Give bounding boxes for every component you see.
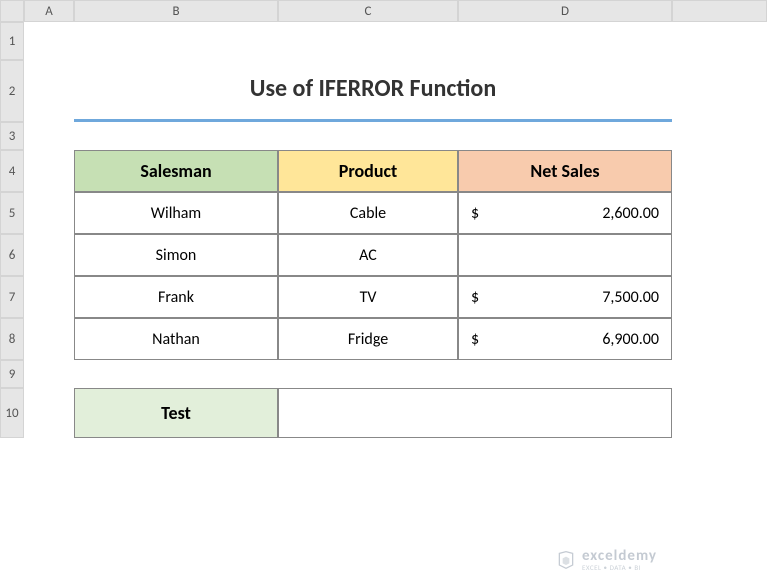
page-title[interactable]: Use of IFERROR Function: [74, 60, 672, 122]
currency-symbol: $: [471, 288, 479, 307]
cell-a4[interactable]: [24, 150, 74, 192]
cell-a8[interactable]: [24, 318, 74, 360]
cell-e7[interactable]: [672, 276, 767, 318]
row-header-7[interactable]: 7: [0, 276, 24, 318]
cell-e10[interactable]: [672, 388, 767, 438]
currency-symbol: $: [471, 330, 479, 349]
table-cell-product-2[interactable]: TV: [278, 276, 458, 318]
cell-e9[interactable]: [672, 360, 767, 388]
amount-value: 2,600.00: [602, 204, 659, 223]
cell-b3[interactable]: [74, 122, 278, 150]
table-cell-netsales-0[interactable]: $ 2,600.00: [458, 192, 672, 234]
cell-d1[interactable]: [458, 22, 672, 60]
header-salesman[interactable]: Salesman: [74, 150, 278, 192]
table-cell-netsales-1[interactable]: [458, 234, 672, 276]
cell-e6[interactable]: [672, 234, 767, 276]
table-cell-salesman-2[interactable]: Frank: [74, 276, 278, 318]
header-product[interactable]: Product: [278, 150, 458, 192]
table-cell-salesman-1[interactable]: Simon: [74, 234, 278, 276]
row-header-8[interactable]: 8: [0, 318, 24, 360]
header-netsales[interactable]: Net Sales: [458, 150, 672, 192]
cell-a3[interactable]: [24, 122, 74, 150]
cell-a9[interactable]: [24, 360, 74, 388]
watermark: exceldemy EXCEL • DATA • BI: [556, 549, 657, 571]
table-cell-product-1[interactable]: AC: [278, 234, 458, 276]
exceldemy-icon: [556, 550, 576, 570]
cell-a10[interactable]: [24, 388, 74, 438]
cell-a7[interactable]: [24, 276, 74, 318]
row-header-6[interactable]: 6: [0, 234, 24, 276]
row-header-9[interactable]: 9: [0, 360, 24, 388]
table-cell-salesman-3[interactable]: Nathan: [74, 318, 278, 360]
table-cell-netsales-3[interactable]: $ 6,900.00: [458, 318, 672, 360]
cell-e1[interactable]: [672, 22, 767, 60]
cell-e5[interactable]: [672, 192, 767, 234]
col-header-d[interactable]: D: [458, 0, 672, 22]
cell-c1[interactable]: [278, 22, 458, 60]
watermark-sub: EXCEL • DATA • BI: [582, 564, 657, 571]
col-header-a[interactable]: A: [24, 0, 74, 22]
table-cell-salesman-0[interactable]: Wilham: [74, 192, 278, 234]
cell-b9[interactable]: [74, 360, 278, 388]
cell-a5[interactable]: [24, 192, 74, 234]
cell-e4[interactable]: [672, 150, 767, 192]
table-cell-netsales-2[interactable]: $ 7,500.00: [458, 276, 672, 318]
spreadsheet-grid: A B C D 1 2 Use of IFERROR Function 3 4 …: [0, 0, 767, 438]
cell-a6[interactable]: [24, 234, 74, 276]
amount-value: 6,900.00: [602, 330, 659, 349]
cell-c9[interactable]: [278, 360, 458, 388]
cell-a2[interactable]: [24, 60, 74, 122]
watermark-main: exceldemy: [582, 549, 657, 564]
table-cell-product-3[interactable]: Fridge: [278, 318, 458, 360]
col-header-b[interactable]: B: [74, 0, 278, 22]
cell-e8[interactable]: [672, 318, 767, 360]
cell-d9[interactable]: [458, 360, 672, 388]
cell-e3[interactable]: [672, 122, 767, 150]
row-header-10[interactable]: 10: [0, 388, 24, 438]
grid-corner: [0, 0, 24, 22]
row-header-4[interactable]: 4: [0, 150, 24, 192]
cell-c3[interactable]: [278, 122, 458, 150]
row-header-3[interactable]: 3: [0, 122, 24, 150]
table-cell-product-0[interactable]: Cable: [278, 192, 458, 234]
col-header-e[interactable]: [672, 0, 767, 22]
cell-e2[interactable]: [672, 60, 767, 122]
col-header-c[interactable]: C: [278, 0, 458, 22]
cell-a1[interactable]: [24, 22, 74, 60]
row-header-1[interactable]: 1: [0, 22, 24, 60]
cell-b1[interactable]: [74, 22, 278, 60]
test-label[interactable]: Test: [74, 388, 278, 438]
row-header-5[interactable]: 5: [0, 192, 24, 234]
row-header-2[interactable]: 2: [0, 60, 24, 122]
currency-symbol: $: [471, 204, 479, 223]
test-value[interactable]: [278, 388, 672, 438]
cell-d3[interactable]: [458, 122, 672, 150]
amount-value: 7,500.00: [602, 288, 659, 307]
